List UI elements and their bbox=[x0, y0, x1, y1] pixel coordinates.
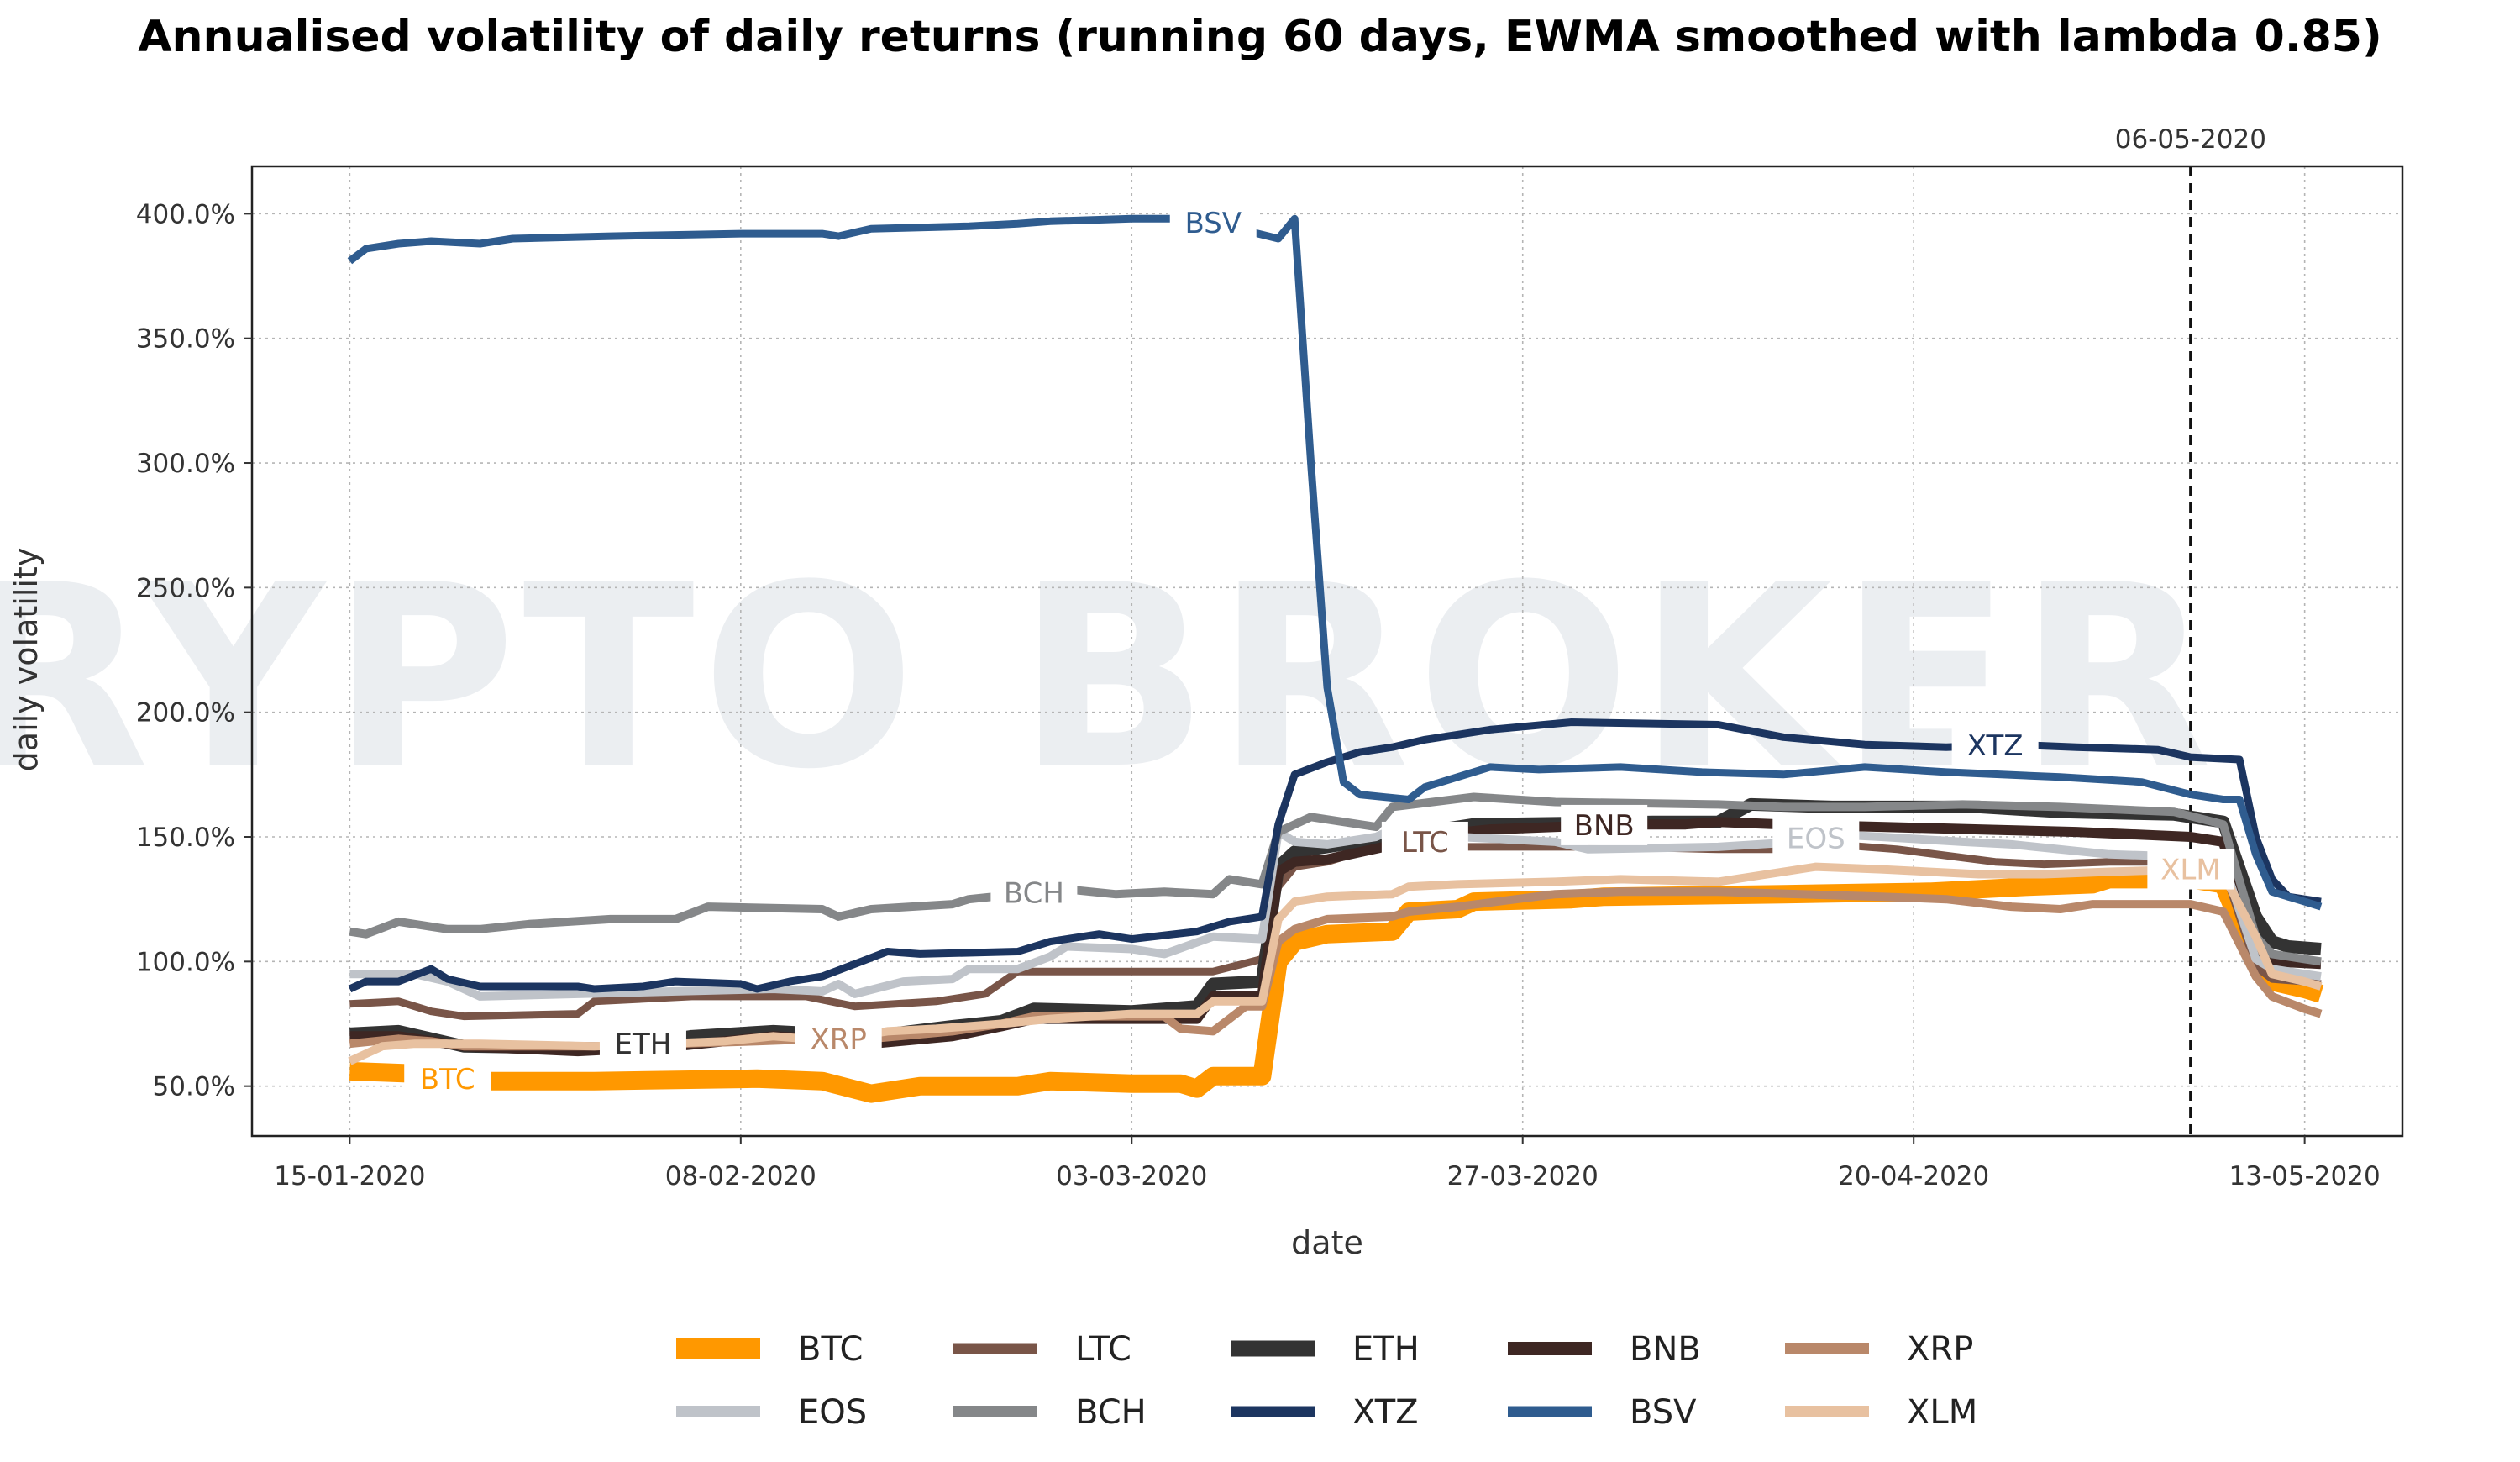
event-marker: 06-05-2020 bbox=[2115, 124, 2266, 1136]
series-line-bch bbox=[349, 792, 2322, 966]
legend-label-bsv: BSV bbox=[1630, 1393, 1697, 1432]
y-tick-label: 350.0% bbox=[136, 324, 235, 355]
y-axis-label: daily volatility bbox=[8, 548, 45, 772]
series-label-bg-bsv bbox=[1169, 202, 1257, 244]
series-label-btc: BTC bbox=[420, 1063, 475, 1096]
x-axis-ticks: 15-01-2020 08-02-2020 03-03-2020 27-03-2020… bbox=[274, 1136, 2381, 1191]
series-label-bg-bch bbox=[990, 872, 1078, 913]
legend-label-xtz: XTZ bbox=[1352, 1393, 1419, 1432]
legend-label-eos: EOS bbox=[798, 1393, 867, 1432]
series-label-bnb: BNB bbox=[1574, 809, 1635, 843]
y-tick-label: 100.0% bbox=[136, 947, 235, 977]
series-label-bg-eos bbox=[1772, 818, 1860, 859]
x-axis-label: date bbox=[1291, 1224, 1363, 1261]
x-tick-label: 13-05-2020 bbox=[2229, 1161, 2381, 1191]
series-label-bg-bnb bbox=[1561, 804, 1648, 845]
series-label-eth: ETH bbox=[615, 1028, 672, 1061]
series-line-btc bbox=[349, 870, 2324, 1103]
event-label: 06-05-2020 bbox=[2115, 124, 2266, 155]
series-label-bg-ltc bbox=[1381, 821, 1468, 862]
chart-title: Annualised volatility of daily returns (… bbox=[138, 12, 2382, 62]
watermark-text: CRYPTO BROKER bbox=[0, 531, 2219, 824]
legend-label-bch: BCH bbox=[1075, 1393, 1147, 1432]
series-label-bg-eth bbox=[599, 1023, 686, 1065]
legend: BTC LTC ETH BNB XRP EOS BCH XTZ BSV XLM bbox=[676, 1330, 1977, 1432]
legend-label-ltc: LTC bbox=[1075, 1330, 1131, 1369]
x-tick-label: 15-01-2020 bbox=[274, 1161, 425, 1191]
series-label-bg-xrp bbox=[795, 1018, 882, 1060]
x-tick-label: 20-04-2020 bbox=[1838, 1161, 1989, 1191]
series-label-eos: EOS bbox=[1787, 822, 1845, 855]
series-line-bsv bbox=[347, 214, 2323, 911]
x-tick-label: 03-03-2020 bbox=[1056, 1161, 1207, 1191]
series-label-bg-xlm bbox=[2147, 849, 2234, 890]
series-label-xlm: XLM bbox=[2160, 854, 2221, 887]
series-label-xrp: XRP bbox=[810, 1023, 866, 1056]
series-line-xtz bbox=[348, 718, 2322, 993]
series-label-bg-btc bbox=[404, 1058, 491, 1099]
plot-frame bbox=[250, 165, 2404, 1138]
y-tick-label: 400.0% bbox=[136, 199, 235, 229]
y-tick-label: 200.0% bbox=[136, 698, 235, 728]
legend-label-xrp: XRP bbox=[1907, 1330, 1973, 1369]
y-tick-label: 150.0% bbox=[136, 823, 235, 853]
series-line-xlm bbox=[348, 862, 2323, 1065]
series-line-xrp bbox=[349, 887, 2323, 1051]
y-axis-ticks: 50.0% 100.0% 150.0% 200.0% 250.0% 300.0% 350.0… bbox=[136, 199, 252, 1102]
legend-label-btc: BTC bbox=[798, 1330, 863, 1369]
series-label-ltc: LTC bbox=[1401, 826, 1449, 860]
x-tick-label: 08-02-2020 bbox=[665, 1161, 816, 1191]
series-label-bch: BCH bbox=[1004, 876, 1064, 910]
y-tick-label: 300.0% bbox=[136, 449, 235, 479]
series-labels: BTC LTC ETH BNB XRP EOS BCH XTZ BSV XLM bbox=[404, 202, 2234, 1099]
series-label-bg-xtz bbox=[1951, 724, 2039, 765]
legend-label-bnb: BNB bbox=[1630, 1330, 1701, 1369]
y-tick-label: 250.0% bbox=[136, 573, 235, 603]
series-label-xtz: XTZ bbox=[1967, 729, 2024, 763]
y-tick-label: 50.0% bbox=[153, 1072, 235, 1102]
legend-label-xlm: XLM bbox=[1907, 1393, 1977, 1432]
x-tick-label: 27-03-2020 bbox=[1447, 1161, 1599, 1191]
series-label-bsv: BSV bbox=[1184, 207, 1242, 240]
legend-label-eth: ETH bbox=[1352, 1330, 1420, 1369]
